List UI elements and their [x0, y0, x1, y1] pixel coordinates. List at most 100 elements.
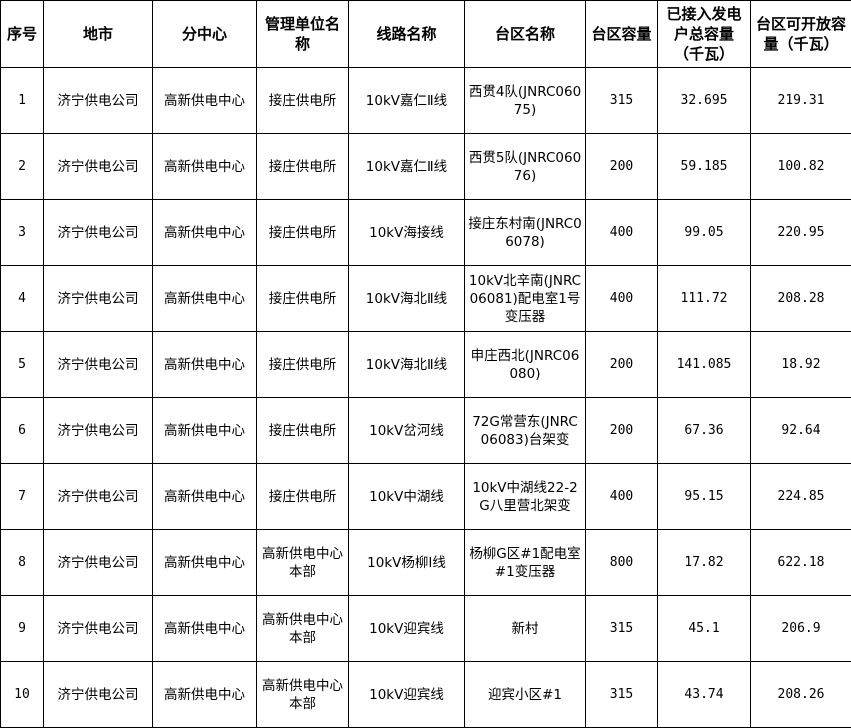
cell-open-capacity: 208.26	[751, 662, 851, 728]
cell-area-capacity: 315	[586, 662, 658, 728]
header-area-capacity: 台区容量	[586, 1, 658, 68]
cell-sub-center: 高新供电中心	[153, 530, 257, 596]
cell-sub-center: 高新供电中心	[153, 662, 257, 728]
cell-connected-capacity: 17.82	[658, 530, 751, 596]
cell-management-unit: 接庄供电所	[257, 464, 349, 530]
cell-connected-capacity: 141.085	[658, 332, 751, 398]
cell-area-name: 西贯5队(JNRC06076)	[465, 134, 586, 200]
cell-open-capacity: 622.18	[751, 530, 851, 596]
cell-area-capacity: 200	[586, 398, 658, 464]
cell-connected-capacity: 67.36	[658, 398, 751, 464]
header-management-unit: 管理单位名称	[257, 1, 349, 68]
cell-management-unit: 接庄供电所	[257, 266, 349, 332]
cell-management-unit: 高新供电中心本部	[257, 530, 349, 596]
cell-sub-center: 高新供电中心	[153, 68, 257, 134]
cell-management-unit: 高新供电中心本部	[257, 662, 349, 728]
header-line-name: 线路名称	[349, 1, 465, 68]
cell-area-name: 迎宾小区#1	[465, 662, 586, 728]
cell-area-capacity: 200	[586, 134, 658, 200]
cell-area-name: 接庄东村南(JNRC06078)	[465, 200, 586, 266]
cell-index: 1	[1, 68, 44, 134]
cell-line-name: 10kV杨柳Ⅰ线	[349, 530, 465, 596]
cell-connected-capacity: 32.695	[658, 68, 751, 134]
header-open-capacity: 台区可开放容量（千瓦）	[751, 1, 851, 68]
cell-index: 10	[1, 662, 44, 728]
cell-management-unit: 高新供电中心本部	[257, 596, 349, 662]
cell-connected-capacity: 59.185	[658, 134, 751, 200]
cell-sub-center: 高新供电中心	[153, 134, 257, 200]
cell-sub-center: 高新供电中心	[153, 464, 257, 530]
cell-area-capacity: 400	[586, 266, 658, 332]
cell-area-capacity: 400	[586, 464, 658, 530]
cell-management-unit: 接庄供电所	[257, 134, 349, 200]
cell-area-capacity: 315	[586, 596, 658, 662]
header-city: 地市	[44, 1, 153, 68]
cell-sub-center: 高新供电中心	[153, 266, 257, 332]
cell-city: 济宁供电公司	[44, 68, 153, 134]
cell-area-name: 申庄西北(JNRC06080)	[465, 332, 586, 398]
cell-city: 济宁供电公司	[44, 464, 153, 530]
cell-city: 济宁供电公司	[44, 398, 153, 464]
cell-area-name: 杨柳G区#1配电室#1变压器	[465, 530, 586, 596]
cell-line-name: 10kV迎宾线	[349, 662, 465, 728]
header-row: 序号地市分中心管理单位名称线路名称台区名称台区容量已接入发电户总容量（千瓦）台区…	[1, 1, 851, 68]
cell-city: 济宁供电公司	[44, 530, 153, 596]
cell-open-capacity: 206.9	[751, 596, 851, 662]
cell-management-unit: 接庄供电所	[257, 332, 349, 398]
cell-connected-capacity: 111.72	[658, 266, 751, 332]
cell-line-name: 10kV嘉仁Ⅱ线	[349, 68, 465, 134]
header-area-name: 台区名称	[465, 1, 586, 68]
cell-connected-capacity: 43.74	[658, 662, 751, 728]
cell-index: 4	[1, 266, 44, 332]
cell-open-capacity: 18.92	[751, 332, 851, 398]
cell-sub-center: 高新供电中心	[153, 596, 257, 662]
cell-open-capacity: 219.31	[751, 68, 851, 134]
cell-area-name: 新村	[465, 596, 586, 662]
cell-open-capacity: 220.95	[751, 200, 851, 266]
cell-line-name: 10kV海接线	[349, 200, 465, 266]
cell-city: 济宁供电公司	[44, 266, 153, 332]
header-sub-center: 分中心	[153, 1, 257, 68]
cell-city: 济宁供电公司	[44, 134, 153, 200]
cell-open-capacity: 224.85	[751, 464, 851, 530]
cell-index: 6	[1, 398, 44, 464]
cell-city: 济宁供电公司	[44, 200, 153, 266]
cell-management-unit: 接庄供电所	[257, 398, 349, 464]
cell-sub-center: 高新供电中心	[153, 398, 257, 464]
cell-line-name: 10kV海北Ⅱ线	[349, 332, 465, 398]
cell-line-name: 10kV中湖线	[349, 464, 465, 530]
cell-area-capacity: 200	[586, 332, 658, 398]
cell-index: 3	[1, 200, 44, 266]
cell-index: 8	[1, 530, 44, 596]
cell-index: 7	[1, 464, 44, 530]
cell-area-name: 10kV中湖线22-2G八里营北架变	[465, 464, 586, 530]
cell-line-name: 10kV海北Ⅱ线	[349, 266, 465, 332]
header-connected-capacity: 已接入发电户总容量（千瓦）	[658, 1, 751, 68]
cell-area-capacity: 400	[586, 200, 658, 266]
cell-connected-capacity: 95.15	[658, 464, 751, 530]
cell-city: 济宁供电公司	[44, 596, 153, 662]
cell-connected-capacity: 45.1	[658, 596, 751, 662]
cell-connected-capacity: 99.05	[658, 200, 751, 266]
cell-city: 济宁供电公司	[44, 662, 153, 728]
cell-index: 2	[1, 134, 44, 200]
cell-area-name: 西贯4队(JNRC06075)	[465, 68, 586, 134]
cell-line-name: 10kV嘉仁Ⅱ线	[349, 134, 465, 200]
cell-line-name: 10kV岔河线	[349, 398, 465, 464]
cell-city: 济宁供电公司	[44, 332, 153, 398]
cell-area-name: 72G常营东(JNRC06083)台架变	[465, 398, 586, 464]
cell-index: 5	[1, 332, 44, 398]
cell-area-name: 10kV北辛南(JNRC06081)配电室1号变压器	[465, 266, 586, 332]
